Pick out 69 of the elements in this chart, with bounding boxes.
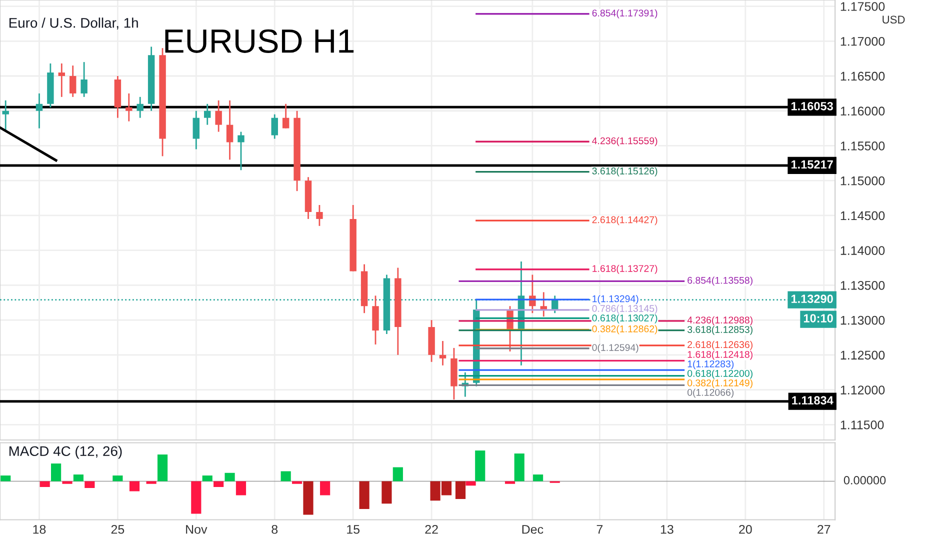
x-tick-label: 20 [739, 524, 752, 534]
series-label: 6.854(1.13558) [688, 276, 752, 286]
y-tick-label: 1.11500 [840, 420, 884, 430]
series-label: 1(1.12283) [688, 360, 734, 370]
y-tick-label: 1.17500 [840, 2, 885, 11]
x-tick-label: Nov [186, 525, 208, 534]
annotation: 10:10 [804, 314, 833, 322]
candlestick [136, 96, 144, 119]
y-tick-label: 1.13000 [840, 316, 885, 325]
annotation: EURUSD H1 [165, 29, 354, 53]
candlestick [69, 64, 76, 98]
candlestick [238, 131, 244, 171]
y-tick-label: 1.15000 [840, 176, 885, 186]
y-tick-label: 1.16500 [840, 72, 885, 81]
x-tick-label: 22 [425, 524, 438, 534]
series-label: 0.786(1.13145) [592, 304, 658, 314]
series-label: 0.618(1.13027) [592, 314, 658, 324]
x-tick-label: 27 [818, 524, 830, 534]
y-tick-label: 1.14000 [840, 246, 885, 255]
candlestick [439, 340, 446, 366]
y-tick-label: 1.17000 [840, 36, 885, 46]
text: Euro / U.S. Dollar, 1h [9, 18, 138, 30]
series-label: 4.236(1.15559) [592, 137, 658, 146]
candlestick [204, 103, 211, 126]
series-label: 3.618(1.15126) [592, 167, 658, 176]
series-label: 2.618(1.14427) [592, 216, 658, 226]
series-label: 4.236(1.12988) [687, 316, 752, 326]
candlestick [126, 92, 132, 122]
x-tick-label: Dec [522, 525, 544, 534]
series-label: 1.618(1.12418) [688, 350, 752, 360]
y-tick-label: 1.15500 [840, 142, 885, 150]
candlestick [58, 62, 66, 98]
x-tick-label: 18 [33, 524, 46, 534]
y-tick-label: 1.12500 [840, 350, 885, 360]
y-tick-label: 1.12000 [840, 386, 885, 394]
series-label: 3.618(1.12853) [687, 326, 752, 335]
y-tick-label: 1.13500 [840, 281, 885, 290]
candlestick [192, 110, 200, 150]
candlestick [36, 92, 43, 129]
y-axis-title: USD [882, 16, 905, 24]
ref-line-label: 1.16053 [791, 102, 833, 110]
series-label: 2.618(1.12636) [688, 340, 752, 350]
series-label: 1.618(1.13727) [592, 264, 658, 274]
ref-line-label: 1.13290 [791, 294, 833, 304]
y-tick-label: 1.14500 [840, 211, 885, 220]
candlestick [80, 61, 88, 98]
candlestick [2, 100, 9, 132]
candlestick [282, 103, 290, 129]
ref-line-label: 1.15217 [791, 160, 833, 169]
series-label: 1(1.13294) [592, 295, 638, 304]
x-tick-label: 25 [111, 524, 124, 534]
series-label: 0.382(1.12862) [592, 325, 658, 334]
x-tick-label: 15 [347, 525, 360, 534]
chart-title: MACD 4C (12, 26) [9, 446, 122, 459]
series-label: 0.618(1.12200) [687, 370, 752, 379]
x-tick-label: 8 [272, 524, 278, 534]
text: 0.00000 [844, 476, 886, 484]
y-tick-label: 1.16000 [840, 106, 885, 116]
series-label: 6.854(1.17391) [592, 9, 658, 18]
ref-line-label: 1.11834 [792, 396, 834, 405]
series-label: 0(1.12066) [687, 388, 734, 398]
x-tick-label: 13 [660, 524, 674, 534]
candlestick [226, 100, 234, 160]
series-label: 0(1.12594) [592, 344, 638, 353]
x-tick-label: 7 [596, 525, 603, 534]
candlestick [316, 204, 323, 227]
candlestick [215, 100, 222, 132]
candlestick [271, 114, 278, 140]
series-label: 0.382(1.12149) [687, 379, 752, 388]
